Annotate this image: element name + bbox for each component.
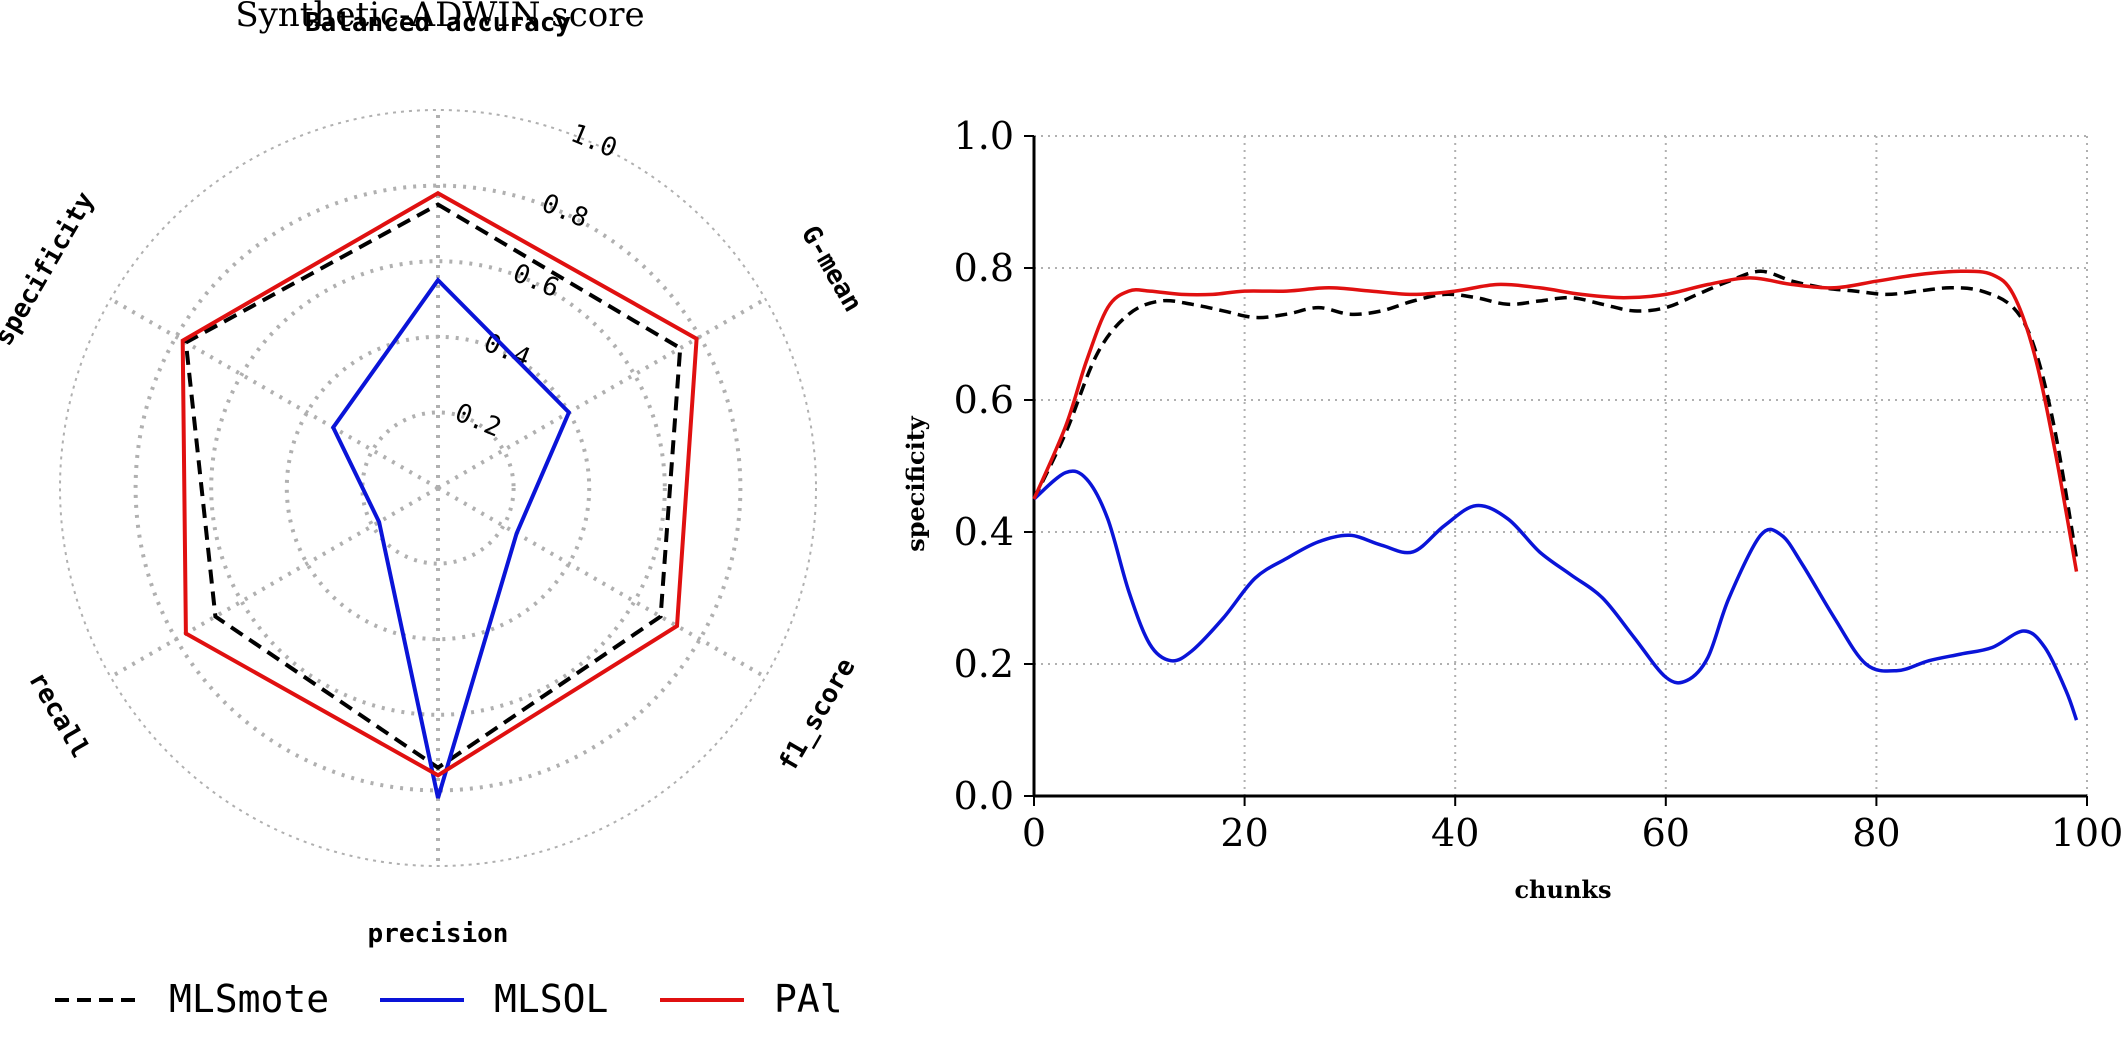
radar-series: [180, 190, 699, 799]
line-chart: 0 20 40 60 80 100 0.0 0.2 0.4 0.6 0.8 1.0 chunks sp…: [901, 114, 2123, 904]
line-tick-labels: 0 20 40 60 80 100 0.0 0.2 0.4 0.6 0.8 1.0: [954, 114, 2124, 855]
radar-axis-labels: Balanced accuracy G-mean f1_score precision…: [0, 8, 868, 949]
radar-ring: [133, 183, 743, 793]
radar-spoke: [109, 297, 439, 490]
radar-ring: [360, 410, 516, 566]
line-series: [1032, 269, 2079, 721]
radar-spoke: [437, 297, 767, 490]
line-ylabel: specificity: [901, 415, 930, 552]
radar-rtick-label: 0.6: [508, 258, 563, 304]
radar-grid: [59, 109, 817, 867]
y-tick-label: 0.8: [954, 246, 1014, 290]
line-series-mlsol: [1032, 469, 2079, 721]
radar-series-mlsol: [330, 277, 572, 799]
y-tick-label: 0.0: [954, 774, 1014, 818]
y-tick-label: 0.6: [954, 378, 1014, 422]
radar-chart: Synthetic-ADWIN score 0.20.40.60.81.0 Ba…: [0, 0, 868, 949]
radar-rtick-label: 0.8: [537, 188, 592, 234]
line-series-pal: [1032, 269, 2079, 572]
x-tick-label: 100: [2051, 811, 2124, 855]
legend: MLSmote MLSOL PAl: [55, 977, 843, 1021]
line-series-mlsmote: [1032, 269, 2079, 559]
x-tick-label: 80: [1852, 811, 1900, 855]
radar-rtick-label: 0.2: [451, 398, 506, 444]
radar-axis-label: G-mean: [795, 221, 868, 317]
line-grid: [1033, 135, 2088, 797]
radar-rtick-label: 1.0: [566, 119, 621, 165]
y-tick-label: 0.2: [954, 642, 1014, 686]
radar-title: Synthetic-ADWIN score: [235, 0, 644, 35]
line-axes: [1032, 136, 2087, 798]
radar-ring: [209, 259, 667, 717]
radar-series-mlsmote: [183, 202, 683, 771]
radar-axis-label: Balanced accuracy: [305, 8, 571, 38]
radar-axis-label: f1_score: [773, 653, 862, 776]
legend-label: MLSmote: [169, 977, 329, 1021]
line-xlabel: chunks: [1514, 875, 1611, 904]
y-tick-label: 0.4: [954, 510, 1014, 554]
radar-axis-label: precision: [368, 919, 509, 949]
radar-spoke: [109, 486, 439, 679]
radar-ring: [59, 109, 817, 867]
radar-axis-label: specificity: [0, 187, 101, 351]
legend-label: MLSOL: [494, 977, 608, 1021]
radar-axis-label: recall: [22, 667, 95, 763]
x-tick-label: 20: [1220, 811, 1268, 855]
legend-label: PAl: [774, 977, 843, 1021]
x-tick-label: 40: [1431, 811, 1479, 855]
x-tick-label: 0: [1022, 811, 1046, 855]
radar-series-pal: [180, 190, 699, 778]
x-tick-label: 60: [1642, 811, 1690, 855]
radar-spoke: [437, 486, 767, 679]
y-tick-label: 1.0: [954, 114, 1014, 158]
